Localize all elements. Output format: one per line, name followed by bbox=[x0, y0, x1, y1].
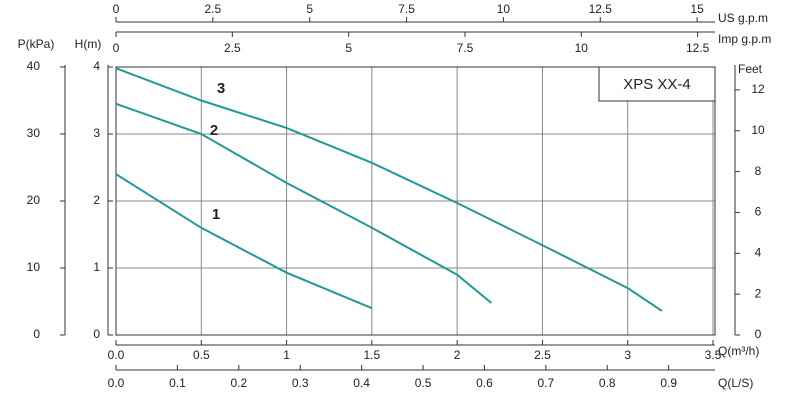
model-box bbox=[598, 66, 716, 102]
y-tick-label: 8 bbox=[755, 164, 762, 178]
y-axis-title: H(m) bbox=[75, 37, 102, 51]
x-tick-label: 0 bbox=[113, 41, 120, 55]
x-tick-label: 12.5 bbox=[686, 41, 710, 55]
x-tick-label: 0.0 bbox=[108, 348, 125, 362]
x-tick-label: 0.5 bbox=[193, 348, 210, 362]
y-axis-title: Feet bbox=[738, 62, 763, 76]
x-tick-label: 0.5 bbox=[415, 376, 432, 390]
y-tick-label: 1 bbox=[93, 260, 100, 274]
x-tick-label: 10 bbox=[497, 2, 511, 16]
x-tick-label: 0.6 bbox=[476, 376, 493, 390]
x-tick-label: 0.0 bbox=[108, 376, 125, 390]
y-tick-label: 30 bbox=[27, 126, 41, 140]
y-tick-label: 4 bbox=[93, 59, 100, 73]
pump-curve bbox=[115, 173, 373, 310]
x-tick-label: 0 bbox=[113, 2, 120, 16]
curve-label: 3 bbox=[217, 80, 225, 97]
y-tick-label: 2 bbox=[93, 193, 100, 207]
x-tick-label: 3.5 bbox=[705, 348, 722, 362]
x-axis-title: Q(m³/h) bbox=[718, 344, 759, 358]
y-tick-label: 2 bbox=[755, 286, 762, 300]
y-tick-label: 10 bbox=[27, 260, 41, 274]
y-tick-label: 12 bbox=[751, 82, 765, 96]
x-tick-label: 10 bbox=[575, 41, 589, 55]
x-axis-title: US g.p.m bbox=[718, 11, 768, 25]
pump-curve bbox=[115, 102, 492, 304]
y-tick-label: 0 bbox=[755, 327, 762, 341]
x-tick-label: 3 bbox=[624, 348, 631, 362]
x-tick-label: 7.5 bbox=[457, 41, 474, 55]
x-tick-label: 0.1 bbox=[169, 376, 186, 390]
x-tick-label: 5 bbox=[306, 2, 313, 16]
y-tick-label: 0 bbox=[93, 327, 100, 341]
model-label: XPS XX-4 bbox=[623, 76, 691, 93]
y-tick-label: 6 bbox=[755, 205, 762, 219]
x-tick-label: 7.5 bbox=[398, 2, 415, 16]
y-tick-label: 40 bbox=[27, 59, 41, 73]
y-axis-title: P(kPa) bbox=[18, 37, 55, 51]
y-tick-label: 10 bbox=[751, 123, 765, 137]
x-tick-label: 2.5 bbox=[205, 2, 222, 16]
x-axis-title: Q(L/S) bbox=[718, 376, 753, 390]
curve-label: 2 bbox=[210, 122, 218, 139]
y-tick-label: 20 bbox=[27, 193, 41, 207]
x-tick-label: 1.5 bbox=[364, 348, 381, 362]
pump-curve bbox=[115, 67, 663, 312]
x-tick-label: 0.9 bbox=[660, 376, 677, 390]
x-tick-label: 2 bbox=[454, 348, 461, 362]
y-tick-label: 4 bbox=[755, 245, 762, 259]
x-tick-label: 1 bbox=[283, 348, 290, 362]
curve-label: 1 bbox=[212, 206, 220, 223]
x-tick-label: 0.3 bbox=[292, 376, 309, 390]
y-tick-label: 0 bbox=[33, 327, 40, 341]
x-tick-label: 2.5 bbox=[534, 348, 551, 362]
x-tick-label: 0.7 bbox=[538, 376, 555, 390]
x-tick-label: 0.8 bbox=[599, 376, 616, 390]
x-tick-label: 0.2 bbox=[230, 376, 247, 390]
plot-frame bbox=[115, 66, 716, 336]
x-tick-label: 12.5 bbox=[589, 2, 613, 16]
x-tick-label: 5 bbox=[345, 41, 352, 55]
x-tick-label: 15 bbox=[690, 2, 704, 16]
x-tick-label: 2.5 bbox=[224, 41, 241, 55]
y-tick-label: 3 bbox=[93, 126, 100, 140]
x-tick-label: 0.4 bbox=[353, 376, 370, 390]
x-axis-title: Imp g.p.m bbox=[718, 32, 771, 46]
